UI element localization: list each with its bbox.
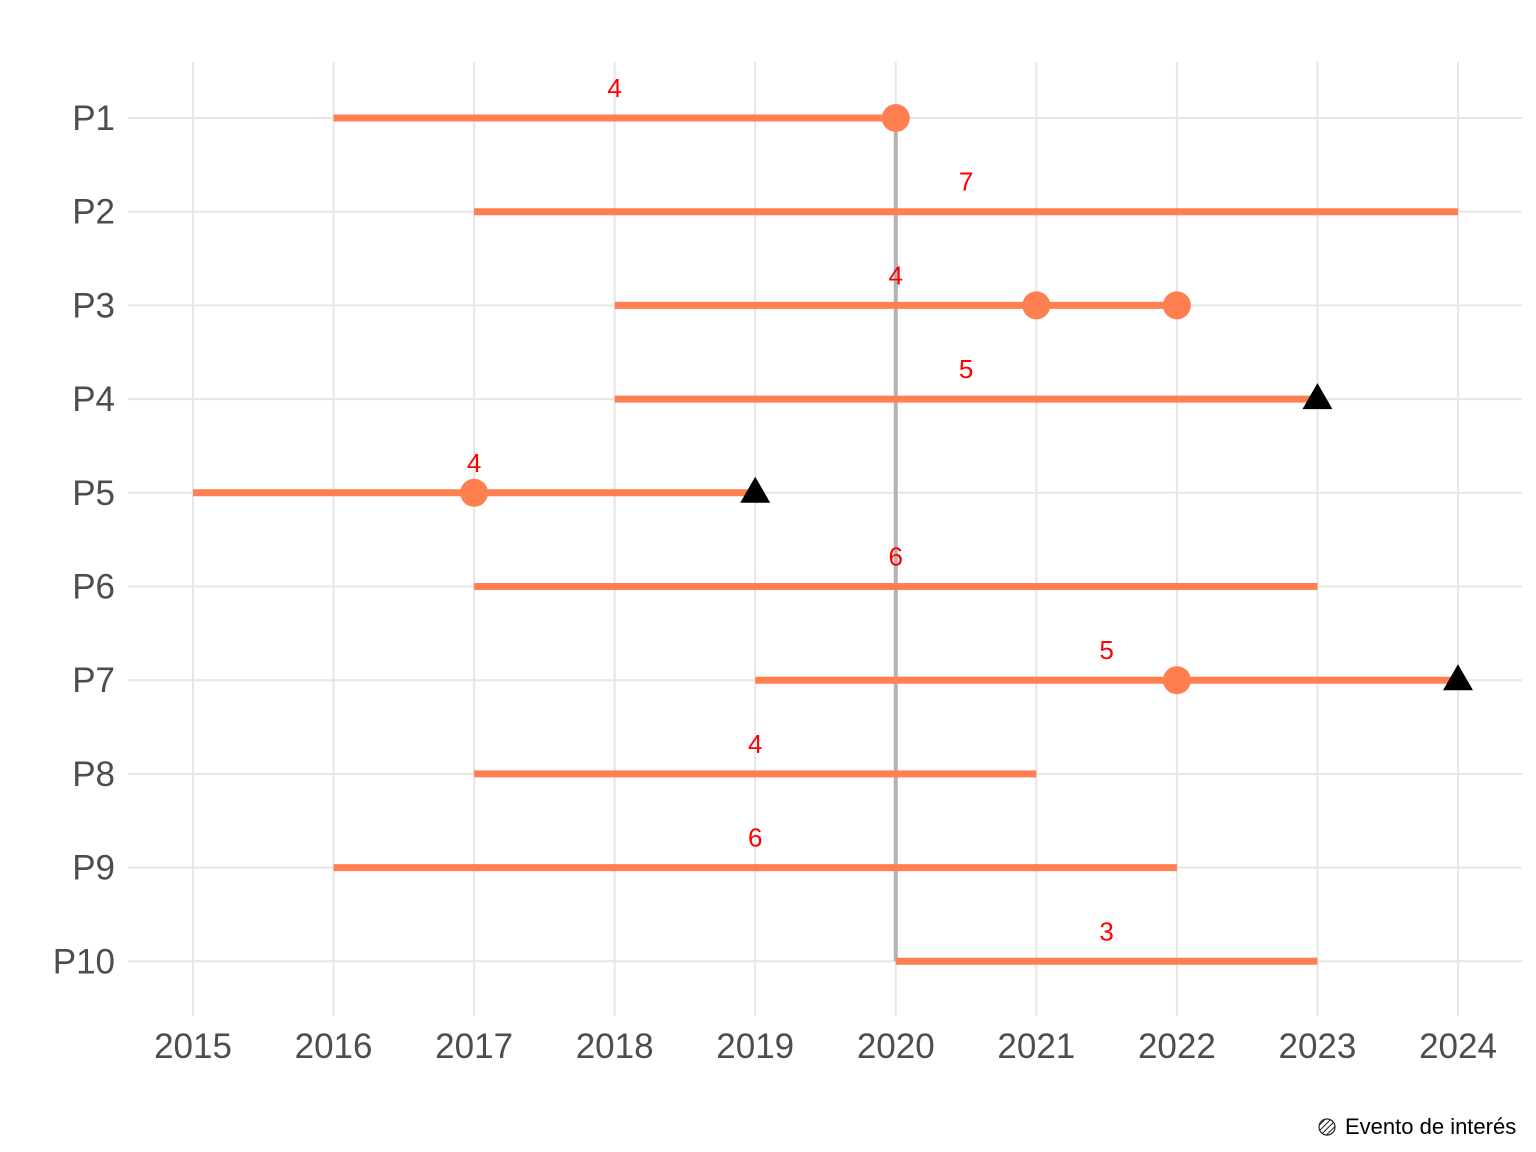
endpoint-markers-group: [740, 383, 1473, 691]
legend: Evento de interés: [1318, 1114, 1516, 1139]
x-tick-label: 2018: [576, 1027, 654, 1066]
legend-label: Evento de interés: [1345, 1114, 1516, 1139]
x-tick-label: 2022: [1138, 1027, 1216, 1066]
segment-duration-label: 4: [607, 73, 621, 103]
y-tick-label: P8: [72, 755, 115, 794]
y-tick-label: P5: [72, 474, 115, 513]
horizontal-gridlines: [128, 117, 1522, 963]
x-axis-tick-labels: 2015 2016 2017 2018 2019 2020 2021 2022 2023 2024: [154, 1027, 1497, 1066]
segment-duration-label: 4: [889, 260, 903, 290]
y-tick-label: P6: [72, 568, 115, 607]
segment-duration-label: 6: [748, 823, 762, 853]
y-tick-label: P1: [72, 99, 115, 138]
segment-duration-label: 4: [748, 729, 762, 759]
y-tick-label: P9: [72, 849, 115, 888]
x-tick-label: 2017: [435, 1027, 513, 1066]
x-tick-label: 2016: [295, 1027, 373, 1066]
y-tick-label: P7: [72, 661, 115, 700]
segment-labels-group: 4 7 4 5 4 6 5 4 6 3: [467, 73, 1114, 946]
y-tick-label: P2: [72, 193, 115, 232]
x-tick-label: 2015: [154, 1027, 232, 1066]
endpoint-triangle: [1302, 383, 1333, 410]
x-tick-label: 2020: [857, 1027, 935, 1066]
x-tick-label: 2019: [716, 1027, 794, 1066]
endpoint-triangle: [740, 476, 771, 503]
segment-duration-label: 7: [959, 167, 973, 197]
y-tick-label: P3: [72, 286, 115, 325]
event-marker: [881, 104, 910, 132]
legend-key-icon: [1318, 1118, 1336, 1136]
segment-duration-label: 6: [889, 542, 903, 572]
endpoint-triangle: [1443, 664, 1473, 691]
x-tick-label: 2024: [1419, 1027, 1497, 1066]
segment-duration-label: 5: [959, 354, 973, 384]
segment-duration-label: 3: [1099, 916, 1113, 946]
event-marker: [460, 478, 489, 507]
y-tick-label: P10: [53, 942, 115, 981]
event-marker: [1162, 291, 1191, 320]
event-marker: [1162, 666, 1191, 695]
x-tick-label: 2021: [997, 1027, 1075, 1066]
vertical-gridlines: [192, 62, 1459, 1016]
segment-duration-label: 4: [467, 448, 481, 478]
segments-group: [193, 114, 1458, 965]
y-axis-tick-labels: P1 P2 P3 P4 P5 P6 P7 P8 P9 P10: [53, 99, 115, 981]
event-marker: [1022, 291, 1051, 320]
segment-duration-label: 5: [1099, 635, 1113, 665]
x-tick-label: 2023: [1279, 1027, 1357, 1066]
y-tick-label: P4: [72, 380, 115, 419]
event-markers-group: [460, 104, 1191, 695]
